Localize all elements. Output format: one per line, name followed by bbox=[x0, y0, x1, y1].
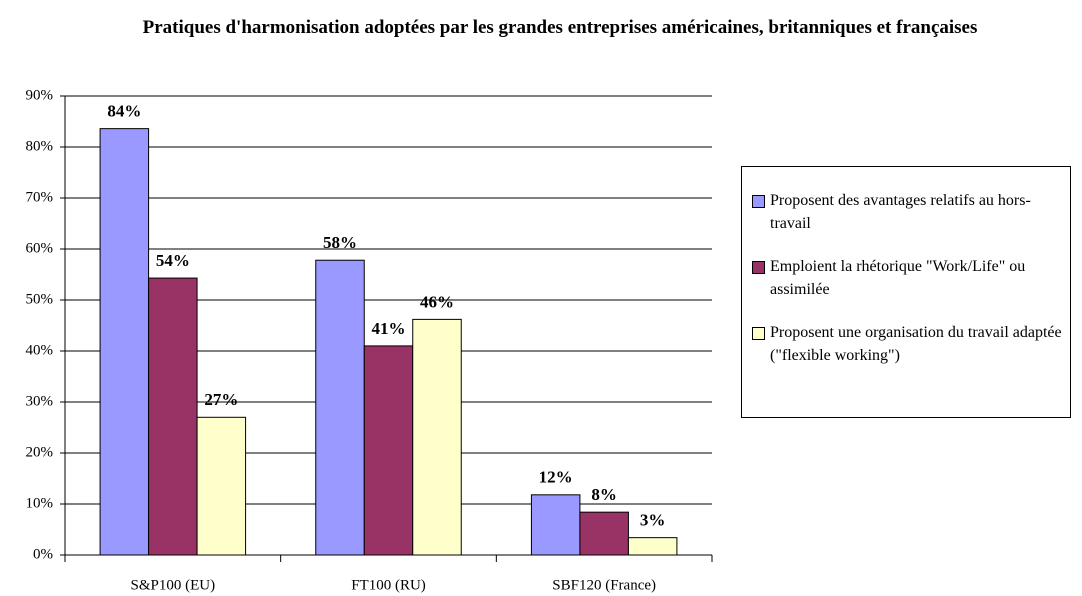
legend-swatch bbox=[752, 261, 765, 274]
legend-label: Proposent des avantages relatifs au hors… bbox=[770, 192, 1031, 232]
y-tick-label: 30% bbox=[26, 393, 54, 409]
y-tick-label: 40% bbox=[26, 342, 54, 358]
x-tick-label: FT100 (RU) bbox=[351, 577, 426, 593]
bar bbox=[627, 537, 678, 556]
legend-item: Proposent une organisation du travail ad… bbox=[752, 321, 1064, 367]
legend-label: Proposent une organisation du travail ad… bbox=[770, 324, 1062, 364]
bar bbox=[148, 277, 198, 556]
legend-item: Proposent des avantages relatifs au hors… bbox=[752, 189, 1064, 235]
legend-label: Emploient la rhétorique "Work/Life" ou a… bbox=[770, 258, 1026, 298]
y-tick-label: 20% bbox=[26, 444, 54, 460]
value-label: 58% bbox=[323, 233, 357, 252]
bar bbox=[412, 318, 462, 556]
bar bbox=[363, 345, 414, 556]
y-tick-label: 80% bbox=[26, 138, 54, 154]
bar bbox=[196, 416, 247, 556]
bar bbox=[315, 259, 365, 556]
chart-title: Pratiques d'harmonisation adoptées par l… bbox=[142, 17, 978, 38]
value-label: 41% bbox=[372, 319, 406, 338]
bar bbox=[530, 494, 581, 556]
y-tick-label: 0% bbox=[33, 546, 53, 562]
value-label: 84% bbox=[107, 102, 141, 121]
legend-swatch bbox=[752, 327, 765, 340]
value-label: 54% bbox=[156, 251, 190, 270]
value-label: 27% bbox=[204, 390, 238, 409]
legend-item: Emploient la rhétorique "Work/Life" ou a… bbox=[752, 255, 1064, 301]
value-label: 8% bbox=[591, 485, 617, 504]
y-tick-label: 70% bbox=[26, 189, 54, 205]
x-tick-label: SBF120 (France) bbox=[552, 577, 656, 593]
value-label: 12% bbox=[539, 468, 573, 487]
bar bbox=[579, 511, 629, 556]
value-label: 3% bbox=[640, 511, 666, 530]
x-tick-label: S&P100 (EU) bbox=[131, 577, 216, 593]
y-tick-label: 10% bbox=[26, 495, 54, 511]
legend-swatch bbox=[752, 195, 765, 208]
bar bbox=[99, 128, 150, 556]
value-label: 46% bbox=[420, 292, 454, 311]
y-tick-label: 60% bbox=[26, 240, 54, 256]
y-tick-label: 50% bbox=[26, 291, 54, 307]
y-tick-label: 90% bbox=[26, 87, 54, 103]
legend: Proposent des avantages relatifs au hors… bbox=[741, 166, 1071, 418]
